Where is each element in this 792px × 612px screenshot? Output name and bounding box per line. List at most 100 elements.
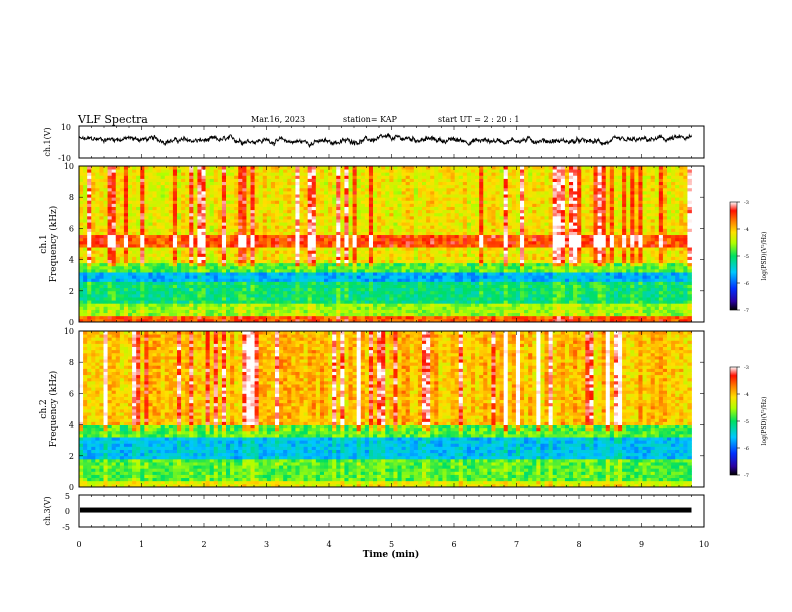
spectrogram-cell [213, 228, 219, 232]
spectrogram-cell [491, 259, 496, 264]
spectrogram-cell [569, 250, 574, 254]
spectrogram-cell [311, 318, 317, 323]
spectrogram-cell [556, 297, 562, 301]
spectrogram-cell [426, 278, 431, 282]
spectrogram-cell [589, 300, 594, 304]
spectrogram-cell [613, 247, 619, 251]
spectrogram-cell [458, 278, 464, 282]
spectrogram-cell [507, 265, 513, 270]
spectrogram-cell [475, 278, 480, 282]
spectrogram-cell [336, 306, 341, 310]
spectrogram-cell [270, 297, 276, 301]
spectrogram-cell [520, 275, 525, 279]
spectrogram-cell [123, 244, 129, 248]
spectrogram-cell [658, 300, 664, 304]
spectrogram-cell [181, 265, 186, 270]
spectrogram-cell [132, 300, 137, 304]
spectrogram-cell [532, 256, 537, 260]
spectrogram-cell [466, 259, 472, 264]
spectrogram-cell [262, 234, 268, 239]
spectrogram-cell [111, 306, 117, 310]
spectrogram-cell [303, 312, 309, 317]
spectrogram-cell [266, 256, 272, 260]
spectrogram-cell [401, 306, 407, 310]
spectrogram-cell [393, 244, 398, 248]
spectrogram-cell [242, 244, 247, 248]
spectrogram-cell [667, 256, 672, 260]
spectrogram-cell [87, 250, 92, 254]
spectrogram-cell [262, 253, 268, 257]
spectrogram-cell [393, 250, 398, 254]
spectrogram-cell [642, 231, 647, 236]
spectrogram-cell [471, 234, 476, 239]
spectrogram-cell [381, 253, 386, 257]
spectrogram-cell [205, 225, 211, 229]
spectrogram-cell [144, 247, 149, 251]
spectrogram-cell [458, 309, 464, 314]
spectrogram-cell [332, 244, 337, 248]
spectrogram-cell [144, 297, 149, 301]
spectrogram-cell [181, 237, 186, 242]
spectrogram-cell [622, 315, 627, 320]
spectrogram-cell [491, 306, 496, 310]
spectrogram-cell [442, 244, 447, 248]
spectrogram-cell [364, 253, 370, 257]
spectrogram-cell [221, 265, 227, 270]
spectrogram-cell [209, 306, 215, 310]
spectrogram-cell [172, 259, 178, 264]
spectrogram-cell [491, 293, 496, 298]
spectrogram-cell [234, 293, 239, 298]
spectrogram-cell [275, 228, 280, 232]
spectrogram-cell [283, 225, 288, 229]
spectrogram-cell [389, 312, 394, 317]
spectrogram-cell [160, 306, 166, 310]
spectrogram-cell [405, 300, 411, 304]
spectrogram-cell [381, 234, 386, 239]
spectrogram-cell [181, 244, 186, 248]
spectrogram-cell [197, 315, 202, 320]
spectrogram-cell [275, 265, 280, 270]
spectrogram-cell [119, 259, 125, 264]
spectrogram-cell [344, 250, 349, 254]
spectrogram-cell [373, 253, 378, 257]
spectrogram-cell [99, 256, 104, 260]
spectrogram-cell [262, 315, 268, 320]
spectrogram-cell [213, 300, 219, 304]
spectrogram-cell [397, 315, 402, 320]
spectrogram-cell [511, 315, 517, 320]
spectrogram-cell [83, 244, 88, 248]
spectrogram-cell [303, 228, 309, 232]
spectrogram-cell [532, 293, 537, 298]
spectrogram-cell [128, 228, 133, 232]
spectrogram-cell [626, 234, 631, 239]
spectrogram-cell [381, 250, 386, 254]
spectrogram-cell [311, 234, 317, 239]
spectrogram-cell [393, 228, 398, 232]
spectrogram-cell [442, 309, 447, 314]
spectrogram-cell [581, 315, 586, 320]
spectrogram-cell [128, 293, 133, 298]
spectrogram-cell [417, 234, 423, 239]
spectrogram-cell [507, 318, 513, 323]
spectrogram-cell [377, 228, 382, 232]
spectrogram-cell [291, 315, 296, 320]
spectrogram-cell [336, 219, 341, 223]
spectrogram-cell [83, 278, 88, 282]
spectrogram-cell [217, 318, 223, 323]
spectrogram-cell [283, 306, 288, 310]
spectrogram-cell [642, 247, 647, 251]
spectrogram-cell [123, 262, 129, 267]
spectrogram-cell [148, 281, 153, 285]
spectrogram-cell [336, 293, 341, 298]
spectrogram-cell [91, 315, 96, 320]
spectrogram-cell [311, 293, 317, 298]
spectrogram-cell [650, 237, 656, 242]
spectrogram-cell [675, 318, 680, 323]
spectrogram-cell [430, 309, 435, 314]
spectrogram-cell [605, 284, 611, 289]
spectrogram-cell [675, 247, 680, 251]
spectrogram-cell [140, 306, 145, 310]
spectrogram-cell [397, 293, 402, 298]
spectrogram-cell [189, 219, 194, 223]
spectrogram-cell [160, 259, 166, 264]
